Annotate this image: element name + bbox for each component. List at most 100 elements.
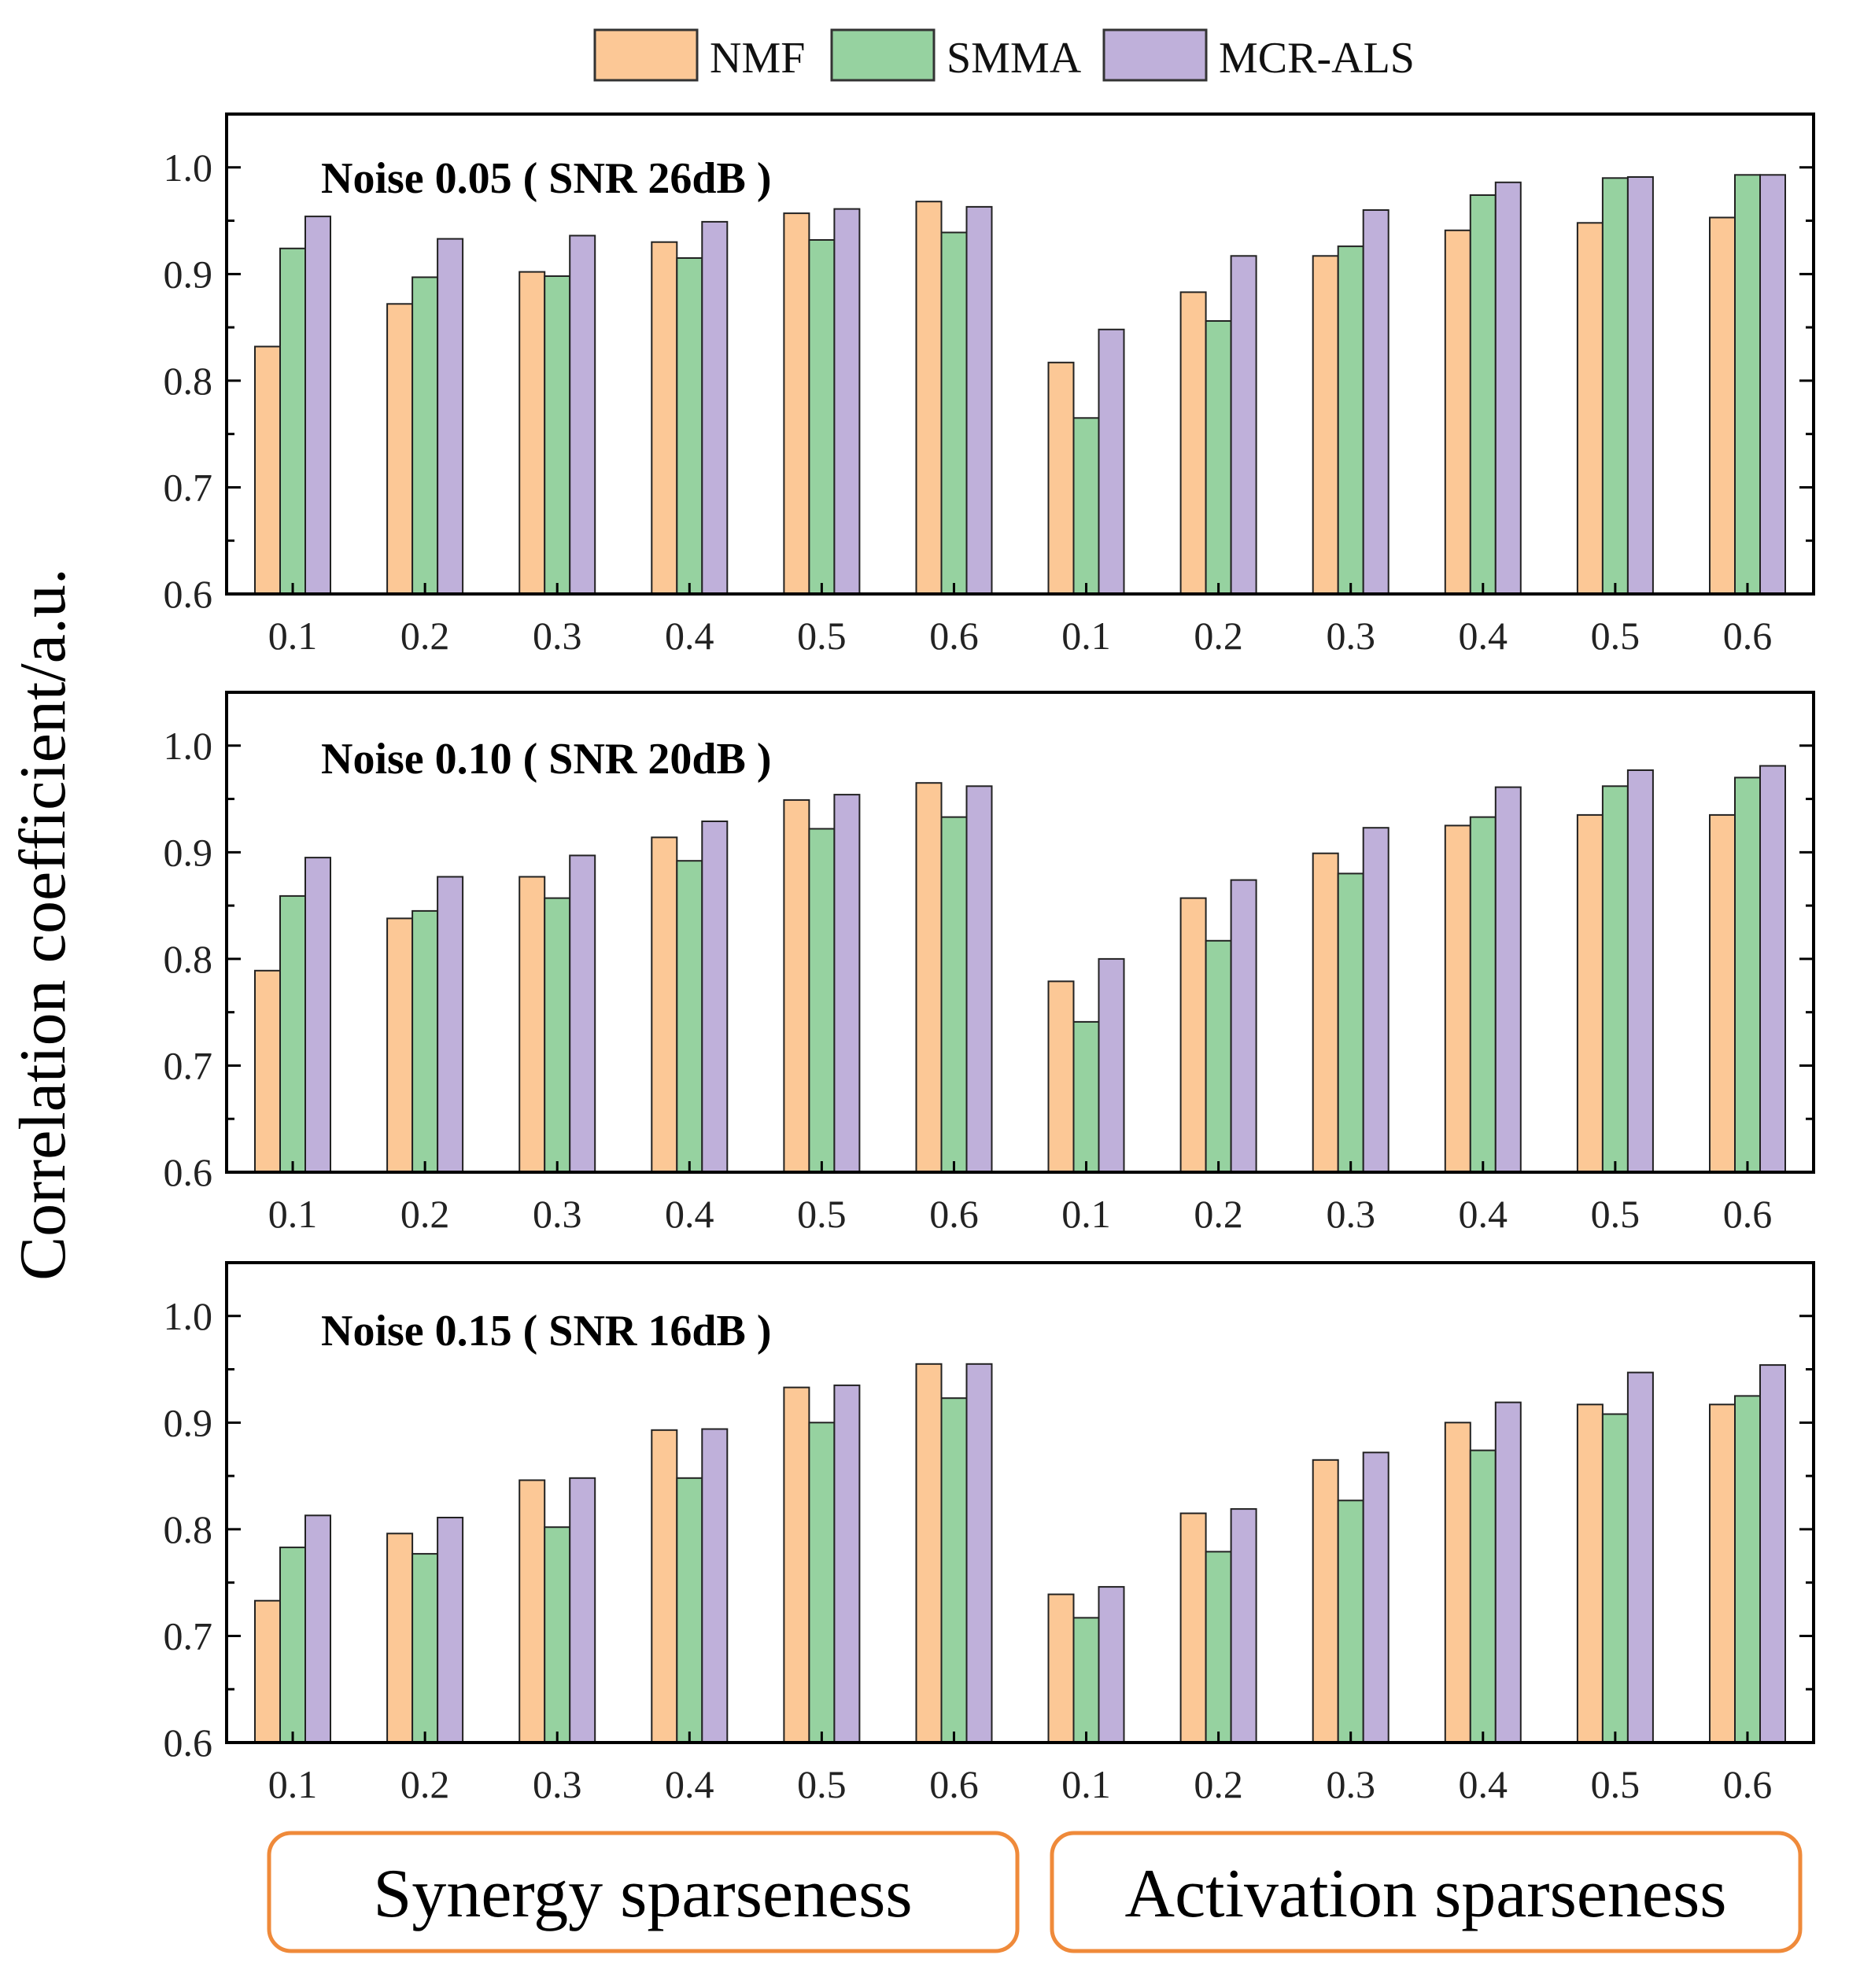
bar-nmf-cat-6 — [915, 782, 943, 1173]
x-tick-label: 0.1 — [1061, 614, 1111, 658]
x-tick-label: 0.6 — [929, 614, 979, 658]
bar-nmf-cat-9 — [1312, 852, 1339, 1173]
bar-smma-cat-10 — [1469, 1449, 1497, 1743]
x-tick-label: 0.3 — [533, 614, 582, 658]
activation-sparseness-label: Activation sparseness — [1125, 1856, 1727, 1932]
bar-smma-cat-9 — [1337, 245, 1364, 595]
x-tick-label: 0.1 — [268, 1762, 318, 1806]
x-tick-label: 0.3 — [1326, 614, 1375, 658]
bar-mcr-als-cat-5 — [833, 208, 861, 595]
bar-mcr-als-cat-3 — [569, 854, 596, 1174]
legend: NMF SMMA MCR-ALS — [593, 28, 1415, 83]
x-tick-label: 0.1 — [268, 1192, 318, 1236]
bar-nmf-cat-2 — [386, 1532, 414, 1744]
bar-nmf-cat-5 — [783, 1386, 810, 1743]
plot-frame — [225, 112, 1815, 596]
bar-nmf-cat-12 — [1709, 216, 1736, 595]
bar-nmf-cat-12 — [1709, 1403, 1736, 1744]
bar-mcr-als-cat-9 — [1362, 827, 1390, 1173]
bar-nmf-cat-1 — [254, 1599, 281, 1743]
x-tick-label: 0.5 — [1591, 1192, 1640, 1236]
bar-smma-cat-10 — [1469, 194, 1497, 595]
bar-mcr-als-cat-3 — [569, 234, 596, 595]
bar-nmf-cat-8 — [1179, 897, 1207, 1173]
bar-nmf-cat-11 — [1576, 813, 1604, 1174]
bar-nmf-cat-2 — [386, 917, 414, 1174]
bar-nmf-cat-3 — [519, 876, 546, 1173]
bar-mcr-als-cat-1 — [304, 857, 331, 1173]
y-tick-label: 0.9 — [164, 252, 213, 296]
y-tick-label: 0.8 — [164, 359, 213, 403]
bar-smma-cat-2 — [412, 1553, 439, 1743]
x-tick-label: 0.6 — [1723, 614, 1773, 658]
x-tick-label: 0.4 — [1459, 1762, 1508, 1806]
bar-mcr-als-cat-5 — [833, 794, 861, 1173]
x-tick-label: 0.3 — [533, 1762, 582, 1806]
bar-nmf-cat-10 — [1444, 229, 1471, 595]
bar-nmf-cat-6 — [915, 1363, 943, 1744]
y-tick-label: 1.0 — [164, 1294, 213, 1338]
panel-noise-015: 0.1 0.2 0.3 0.4 0.5 0.6 0.1 0.2 0.3 0.4 0.5 0.6 0.6 0… — [164, 1261, 1815, 1806]
panel-title: Noise 0.05 ( SNR 26dB ) — [321, 154, 771, 203]
y-tick-label: 1.0 — [164, 146, 213, 190]
bar-smma-cat-12 — [1734, 174, 1761, 596]
panel-title: Noise 0.10 ( SNR 20dB ) — [321, 735, 771, 784]
bar-smma-cat-5 — [808, 1422, 836, 1744]
y-tick-label: 0.9 — [164, 830, 213, 874]
bar-mcr-als-cat-11 — [1626, 1371, 1654, 1743]
y-tick-label: 0.6 — [164, 572, 213, 616]
bar-smma-cat-12 — [1734, 776, 1761, 1174]
bar-smma-cat-3 — [544, 275, 571, 595]
legend-label-nmf: NMF — [710, 34, 805, 83]
bar-nmf-cat-7 — [1047, 1593, 1075, 1743]
y-tick-label: 0.7 — [164, 1614, 213, 1658]
activation-sparseness-box — [1050, 1831, 1803, 1953]
bar-smma-cat-9 — [1337, 872, 1364, 1174]
bar-nmf-cat-9 — [1312, 1459, 1339, 1744]
legend-swatch-nmf — [593, 28, 699, 82]
bar-smma-cat-1 — [279, 894, 306, 1174]
bar-smma-cat-8 — [1205, 320, 1232, 595]
bar-smma-cat-2 — [412, 909, 439, 1174]
bar-nmf-cat-4 — [651, 241, 678, 595]
bar-mcr-als-cat-12 — [1759, 765, 1786, 1173]
bar-mcr-als-cat-9 — [1362, 1451, 1390, 1744]
bar-nmf-cat-12 — [1709, 813, 1736, 1174]
bar-mcr-als-cat-10 — [1494, 181, 1522, 596]
bar-mcr-als-cat-3 — [569, 1477, 596, 1744]
x-tick-label: 0.2 — [1194, 1762, 1243, 1806]
x-tick-label: 0.3 — [1326, 1762, 1375, 1806]
bar-nmf-cat-1 — [254, 969, 281, 1174]
x-tick-label: 0.5 — [1591, 614, 1640, 658]
x-tick-label: 0.2 — [1194, 614, 1243, 658]
bar-smma-cat-5 — [808, 828, 836, 1173]
y-tick-label: 0.7 — [164, 1043, 213, 1087]
x-tick-label: 0.6 — [929, 1192, 979, 1236]
bar-smma-cat-3 — [544, 897, 571, 1173]
bar-smma-cat-7 — [1072, 1020, 1100, 1174]
bar-nmf-cat-2 — [386, 303, 414, 595]
bar-nmf-cat-5 — [783, 212, 810, 595]
bar-mcr-als-cat-1 — [304, 216, 331, 595]
x-tick-label: 0.4 — [665, 614, 714, 658]
bar-mcr-als-cat-11 — [1626, 176, 1654, 595]
bar-mcr-als-cat-5 — [833, 1384, 861, 1744]
bar-mcr-als-cat-2 — [437, 1517, 464, 1743]
bar-mcr-als-cat-9 — [1362, 209, 1390, 595]
bar-nmf-cat-11 — [1576, 222, 1604, 595]
x-tick-label: 0.2 — [400, 614, 450, 658]
x-tick-label: 0.1 — [1061, 1192, 1111, 1236]
bar-mcr-als-cat-7 — [1098, 328, 1125, 595]
x-tick-label: 0.5 — [797, 614, 847, 658]
synergy-sparseness-label: Synergy sparseness — [373, 1856, 912, 1932]
bar-mcr-als-cat-4 — [701, 821, 729, 1173]
bar-mcr-als-cat-12 — [1759, 1364, 1786, 1743]
bar-nmf-cat-9 — [1312, 255, 1339, 595]
bar-nmf-cat-1 — [254, 345, 281, 595]
bar-mcr-als-cat-6 — [965, 205, 993, 595]
bar-nmf-cat-8 — [1179, 1512, 1207, 1743]
panel-noise-005: 0.1 0.2 0.3 0.4 0.5 0.6 0.1 0.2 0.3 0.4 0.5 0.6 0.6 0… — [164, 112, 1815, 658]
bar-smma-cat-7 — [1072, 1617, 1100, 1743]
x-tick-label: 0.2 — [400, 1192, 450, 1236]
bar-mcr-als-cat-8 — [1230, 879, 1257, 1173]
